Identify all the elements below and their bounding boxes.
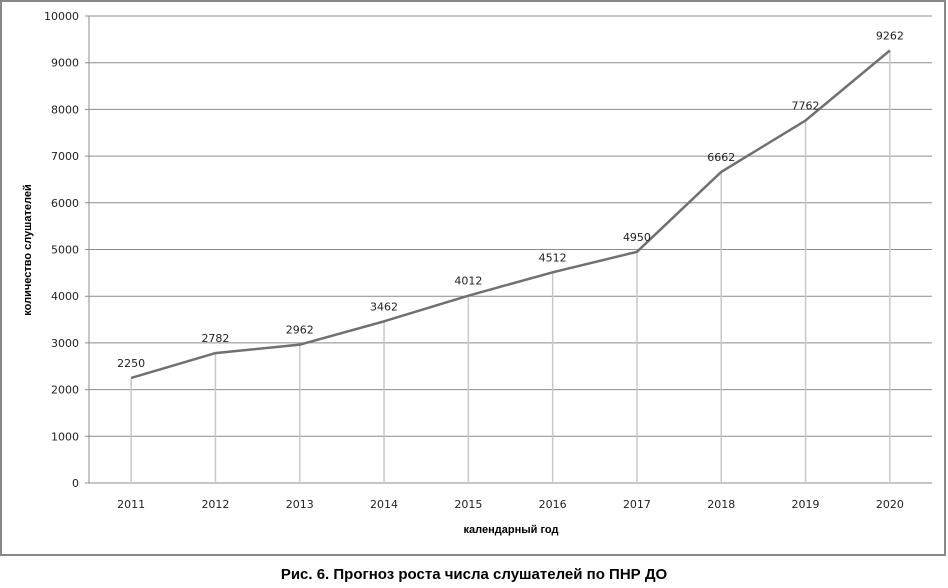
x-tick-label: 2018 xyxy=(707,498,735,511)
chart: 0 1000 2000 3000 4000 5000 6000 7000 8000 9000 100… xyxy=(0,0,946,556)
chart-border xyxy=(0,0,946,556)
data-label: 2782 xyxy=(201,332,229,345)
y-tick-label: 10000 xyxy=(44,10,79,23)
data-label: 4012 xyxy=(454,275,482,288)
x-tick-label: 2020 xyxy=(876,498,904,511)
x-tick-label: 2012 xyxy=(201,498,229,511)
y-tick-label: 9000 xyxy=(51,57,79,70)
data-label: 3462 xyxy=(370,300,398,313)
y-tick-label: 6000 xyxy=(51,197,79,210)
series-line xyxy=(130,49,891,380)
data-label: 2962 xyxy=(286,324,314,337)
x-tick-label: 2019 xyxy=(792,498,820,511)
y-tick-label: 3000 xyxy=(51,337,79,350)
y-tick-label: 1000 xyxy=(51,430,79,443)
x-tick-label: 2014 xyxy=(370,498,398,511)
y-tick-label: 7000 xyxy=(51,150,79,163)
x-tick-label: 2013 xyxy=(286,498,314,511)
y-tick-label: 5000 xyxy=(51,244,79,257)
data-label: 4950 xyxy=(623,231,651,244)
x-tick-label: 2016 xyxy=(539,498,567,511)
x-axis-label: календарный год xyxy=(464,524,559,536)
data-label: 7762 xyxy=(792,100,820,113)
y-tick-label: 4000 xyxy=(51,290,79,303)
figure-caption: Рис. 6. Прогноз роста числа слушателей п… xyxy=(280,566,668,583)
data-label: 6662 xyxy=(707,151,735,164)
data-label: 9262 xyxy=(876,29,904,42)
y-axis-label: количество слушателей xyxy=(22,184,34,315)
x-tick-label: 2011 xyxy=(117,498,145,511)
y-tick-label: 2000 xyxy=(51,384,79,397)
x-tick-label: 2017 xyxy=(623,498,651,511)
y-tick-label: 8000 xyxy=(51,103,79,116)
data-label: 4512 xyxy=(539,251,567,264)
y-tick-label: 0 xyxy=(72,477,79,490)
data-label: 2250 xyxy=(117,357,145,370)
x-tick-label: 2015 xyxy=(454,498,482,511)
